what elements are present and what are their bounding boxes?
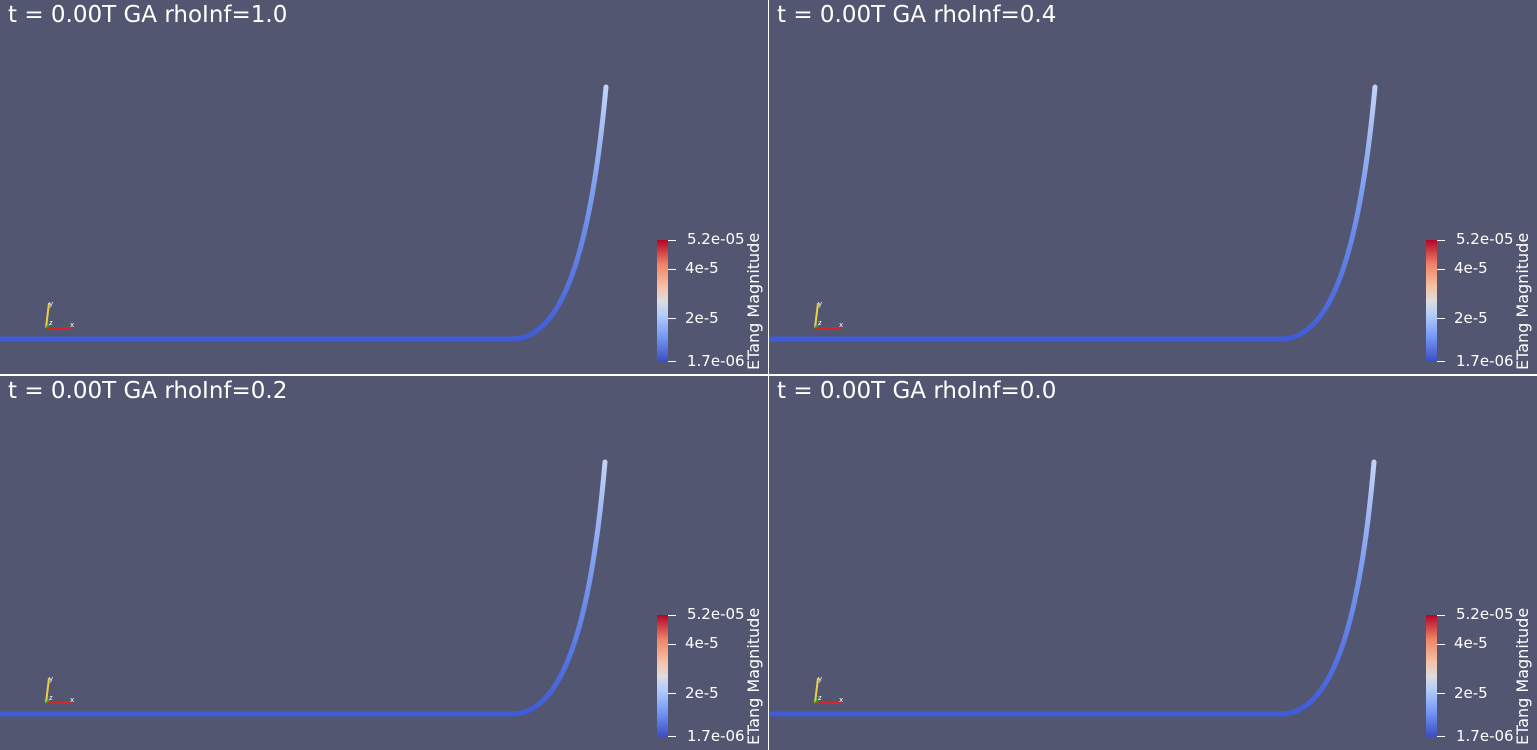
color-legend-bar (1426, 615, 1437, 737)
legend-tick (1437, 615, 1445, 616)
legend-tick-label: 4e-5 (1454, 634, 1488, 652)
axes-triad: x y z (45, 300, 74, 329)
legend-tick (668, 361, 676, 362)
axis-z-label: z (818, 694, 822, 702)
render-view-2[interactable]: x y z t = 0.00T GA rhoInf=0.4 5.2e-05 4e… (769, 0, 1537, 374)
legend-tick (1437, 693, 1445, 694)
render-view-4[interactable]: x y z t = 0.00T GA rhoInf=0.0 5.2e-05 4e… (769, 376, 1537, 750)
legend-min-label: 1.7e-06 (687, 352, 745, 370)
legend-max-label: 5.2e-05 (1456, 605, 1514, 623)
beam-curve (0, 459, 608, 717)
axis-x-label: x (839, 321, 843, 329)
axis-z-label: z (49, 319, 53, 327)
scene-canvas: x y z (0, 84, 609, 342)
legend-max-label: 5.2e-05 (687, 230, 745, 248)
legend-tick (1437, 318, 1445, 319)
legend-tick (668, 240, 676, 241)
axis-y-label: y (818, 300, 822, 308)
view-title: t = 0.00T GA rhoInf=0.2 (8, 378, 288, 404)
axis-y-label: y (818, 675, 822, 683)
legend-tick-label: 2e-5 (685, 309, 719, 327)
legend-tick (668, 736, 676, 737)
beam-curve (0, 84, 609, 342)
axis-y-label: y (49, 300, 53, 308)
legend-title: ETang Magnitude (1513, 607, 1532, 745)
axis-x-label: x (70, 696, 74, 704)
legend-tick-label: 2e-5 (685, 684, 719, 702)
render-view-1[interactable]: x y z t = 0.00T GA rhoInf=1.0 5.2e-05 4e… (0, 0, 768, 374)
legend-title: ETang Magnitude (1513, 232, 1532, 370)
legend-min-label: 1.7e-06 (1456, 727, 1514, 745)
legend-tick-label: 2e-5 (1454, 684, 1488, 702)
beam-curve (769, 84, 1378, 342)
color-legend-bar (657, 615, 668, 737)
axes-triad: x y z (814, 300, 843, 329)
legend-tick-label: 4e-5 (685, 259, 719, 277)
axis-x-label: x (70, 321, 74, 329)
legend-tick (668, 693, 676, 694)
axes-triad: x y z (814, 675, 843, 704)
axis-x-label: x (839, 696, 843, 704)
axis-y-label: y (49, 675, 53, 683)
legend-title: ETang Magnitude (744, 232, 763, 370)
legend-tick (668, 269, 676, 270)
axes-triad: x y z (45, 675, 74, 704)
legend-tick-label: 4e-5 (685, 634, 719, 652)
legend-tick (668, 318, 676, 319)
legend-tick (668, 615, 676, 616)
color-legend-bar (1426, 240, 1437, 362)
legend-tick (1437, 644, 1445, 645)
legend-min-label: 1.7e-06 (687, 727, 745, 745)
legend-tick (1437, 736, 1445, 737)
color-legend-bar (657, 240, 668, 362)
scene-canvas: x y z (0, 459, 608, 717)
legend-tick (1437, 361, 1445, 362)
view-title: t = 0.00T GA rhoInf=0.0 (777, 378, 1057, 404)
legend-tick-label: 4e-5 (1454, 259, 1488, 277)
render-view-3[interactable]: x y z t = 0.00T GA rhoInf=0.2 5.2e-05 4e… (0, 376, 768, 750)
legend-min-label: 1.7e-06 (1456, 352, 1514, 370)
legend-tick (1437, 240, 1445, 241)
axis-z-label: z (49, 694, 53, 702)
scene-canvas: x y z (769, 459, 1377, 717)
legend-tick-label: 2e-5 (1454, 309, 1488, 327)
legend-tick (668, 644, 676, 645)
view-title: t = 0.00T GA rhoInf=1.0 (8, 2, 288, 28)
legend-tick (1437, 269, 1445, 270)
scene-canvas: x y z (769, 84, 1378, 342)
beam-curve (769, 459, 1377, 717)
legend-max-label: 5.2e-05 (687, 605, 745, 623)
legend-title: ETang Magnitude (744, 607, 763, 745)
view-title: t = 0.00T GA rhoInf=0.4 (777, 2, 1057, 28)
legend-max-label: 5.2e-05 (1456, 230, 1514, 248)
axis-z-label: z (818, 319, 822, 327)
